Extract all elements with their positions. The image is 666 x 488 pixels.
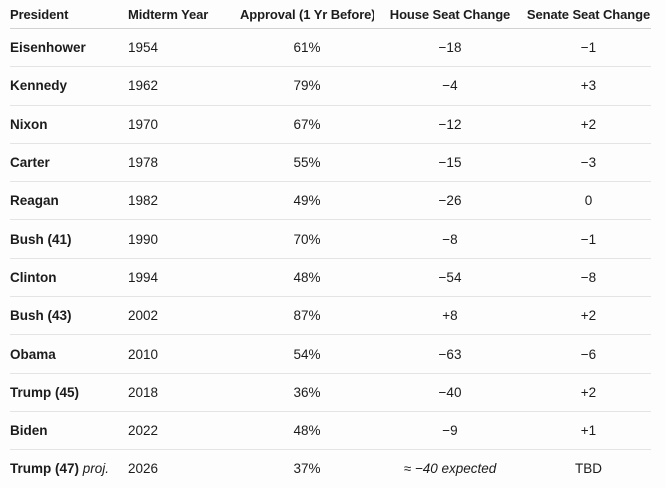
house-seat-change-cell: +8 [442, 308, 458, 324]
president-name: Clinton [10, 269, 57, 285]
table-body: Eisenhower 1954 61% −18 −1 Kennedy 1962 79% −4 +3… [10, 28, 651, 488]
approval-cell: 55% [293, 155, 321, 171]
midterm-year-cell: 2022 [128, 423, 159, 439]
approval-cell: 49% [293, 193, 321, 209]
midterm-year-cell: 1982 [128, 193, 159, 209]
president-name: Carter [10, 155, 50, 171]
president-cell: Carter [10, 155, 122, 170]
table-row: Bush (41) 1990 70% −8 −1 [10, 219, 651, 257]
approval-cell: 70% [293, 231, 321, 247]
approval-cell: 54% [293, 346, 321, 362]
president-name: Nixon [10, 116, 48, 132]
president-note: proj. [79, 461, 110, 477]
senate-seat-change-cell: −8 [580, 269, 597, 285]
president-cell: Obama [10, 347, 122, 362]
approval-cell: 87% [293, 308, 321, 324]
president-cell: Biden [10, 423, 122, 438]
president-name: Biden [10, 423, 48, 439]
senate-seat-change-cell: TBD [575, 461, 602, 477]
senate-seat-change-cell: +2 [580, 116, 597, 132]
table-header-row: President Midterm Year Approval (1 Yr Be… [10, 0, 651, 28]
senate-seat-change-cell: −1 [580, 40, 597, 56]
house-seat-change-cell: −18 [438, 40, 462, 56]
president-cell: Kennedy [10, 78, 122, 93]
house-seat-change-cell: ≈ −40 expected [403, 461, 497, 477]
president-name: Trump (47) [10, 461, 80, 477]
approval-cell: 37% [293, 461, 321, 477]
president-name: Bush (41) [10, 231, 72, 247]
senate-seat-change-cell: +2 [580, 384, 597, 400]
approval-cell: 36% [293, 384, 321, 400]
president-name: Bush (43) [10, 308, 72, 324]
house-seat-change-cell: −4 [442, 78, 458, 94]
house-seat-change-cell: −63 [438, 346, 462, 362]
president-cell: Nixon [10, 117, 122, 132]
senate-seat-change-cell: +3 [580, 78, 597, 94]
approval-cell: 67% [293, 116, 321, 132]
president-cell: Reagan [10, 193, 122, 208]
table-row: Trump (45) 2018 36% −40 +2 [10, 372, 651, 411]
midterm-year-cell: 1954 [128, 40, 159, 56]
midterm-year-cell: 2026 [128, 461, 159, 477]
table-row: Carter 1978 55% −15 −3 [10, 142, 651, 181]
house-seat-change-cell: −12 [438, 116, 462, 132]
midterm-year-cell: 1970 [128, 116, 159, 132]
president-name: Reagan [10, 193, 59, 209]
senate-seat-change-cell: −1 [580, 231, 597, 247]
midterm-year-cell: 1990 [128, 231, 159, 247]
midterm-year-cell: 1994 [128, 269, 159, 285]
table-row: Trump (47) proj. 2026 37% ≈ −40 expected TBD [10, 449, 651, 487]
president-name: Eisenhower [10, 40, 86, 56]
president-name: Obama [10, 346, 56, 362]
approval-cell: 48% [293, 269, 321, 285]
president-cell: Trump (45) [10, 385, 122, 400]
column-header-midterm-year: Midterm Year [128, 6, 209, 22]
midterm-year-cell: 1978 [128, 155, 159, 171]
approval-cell: 79% [293, 78, 321, 94]
house-seat-change-cell: −26 [438, 193, 462, 209]
president-name: Kennedy [10, 78, 68, 94]
house-seat-change-cell: −8 [442, 231, 458, 247]
president-cell: Clinton [10, 270, 122, 285]
house-seat-change-cell: −40 [438, 384, 462, 400]
senate-seat-change-cell: 0 [584, 193, 593, 209]
table-row: Nixon 1970 67% −12 +2 [10, 104, 651, 143]
house-seat-change-cell: −54 [438, 269, 462, 285]
midterm-year-cell: 2010 [128, 346, 159, 362]
senate-seat-change-cell: +2 [580, 308, 597, 324]
table-row: Eisenhower 1954 61% −18 −1 [10, 28, 651, 66]
house-seat-change-cell: −15 [438, 155, 462, 171]
column-header-senate-seat-change: Senate Seat Change [526, 6, 651, 22]
table-row: Kennedy 1962 79% −4 +3 [10, 66, 651, 104]
table-row: Obama 2010 54% −63 −6 [10, 334, 651, 372]
president-name: Trump (45) [10, 384, 80, 400]
midterm-year-cell: 2002 [128, 308, 159, 324]
column-header-approval: Approval (1 Yr Before) [240, 6, 374, 22]
house-seat-change-cell: −9 [442, 423, 458, 439]
senate-seat-change-cell: +1 [580, 423, 597, 439]
midterm-year-cell: 2018 [128, 384, 159, 400]
table-row: Reagan 1982 49% −26 0 [10, 181, 651, 219]
president-cell: Bush (43) [10, 308, 122, 323]
column-header-president: President [10, 6, 69, 22]
senate-seat-change-cell: −6 [580, 346, 597, 362]
midterm-year-cell: 1962 [128, 78, 159, 94]
approval-cell: 61% [293, 40, 321, 56]
senate-seat-change-cell: −3 [580, 155, 597, 171]
approval-cell: 48% [293, 423, 321, 439]
president-cell: Bush (41) [10, 232, 122, 247]
table-row: Biden 2022 48% −9 +1 [10, 410, 651, 449]
president-cell: Trump (47) proj. [10, 461, 122, 476]
president-cell: Eisenhower [10, 40, 122, 55]
table-row: Bush (43) 2002 87% +8 +2 [10, 296, 651, 334]
table-row: Clinton 1994 48% −54 −8 [10, 257, 651, 296]
column-header-house-seat-change: House Seat Change [389, 6, 511, 22]
